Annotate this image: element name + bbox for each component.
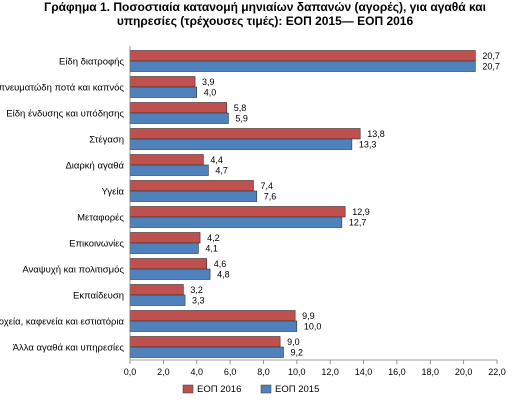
bar-eop-2016: [129, 76, 196, 88]
data-label: 4,0: [204, 88, 217, 98]
bar-eop-2015: [129, 346, 284, 358]
x-tick-label: 4,0: [190, 367, 203, 377]
bar-eop-2015: [129, 268, 211, 280]
bar-eop-2015: [129, 190, 258, 202]
data-label: 9,2: [290, 348, 303, 358]
bar-eop-2016: [129, 50, 476, 62]
x-tick-label: 22,0: [488, 367, 506, 377]
category-label: Ξενοδοχεία, καφενεία και εστιατόρια: [0, 317, 125, 328]
bar-eop-2015: [129, 138, 353, 150]
chart-title-line-1: Γράφημα 1. Ποσοστιαία κατανομή μηνιαίων …: [44, 0, 486, 14]
x-tick-label: 10,0: [288, 367, 306, 377]
data-label: 20,7: [482, 62, 500, 72]
x-tick-label: 0,0: [124, 367, 137, 377]
data-label: 4,7: [215, 166, 228, 176]
bar-eop-2015: [129, 112, 229, 124]
legend-swatch-eop-2016: [182, 384, 194, 394]
data-label: 4,2: [207, 233, 220, 243]
x-tick-label: 6,0: [224, 367, 237, 377]
data-label: 3,2: [190, 285, 203, 295]
bar-eop-2015: [129, 216, 343, 228]
bar-eop-2016: [129, 206, 346, 218]
bar-eop-2016: [129, 336, 281, 348]
bar-eop-2015: [129, 242, 199, 254]
category-label: Εκπαίδευση: [73, 291, 124, 302]
category-label: Διαρκή αγαθά: [65, 161, 124, 172]
bar-eop-2015: [129, 60, 476, 72]
data-label: 12,9: [352, 207, 370, 217]
data-label: 9,9: [302, 311, 315, 321]
bar-eop-2016: [129, 310, 296, 322]
data-label: 9,0: [287, 337, 300, 347]
bar-eop-2016: [129, 128, 361, 140]
category-label: Άλλα αγαθά και υπηρεσίες: [13, 343, 125, 354]
data-label: 4,8: [217, 270, 230, 280]
legend: ΕΟΠ 2016 ΕΟΠ 2015: [182, 384, 319, 395]
data-label: 3,3: [192, 296, 205, 306]
category-label: Μεταφορές: [77, 213, 124, 224]
category-label: Είδη ένδυσης και υπόδησης: [6, 109, 124, 120]
x-tick-label: 12,0: [321, 367, 339, 377]
bar-eop-2016: [129, 284, 184, 296]
data-label: 3,9: [202, 77, 215, 87]
bar-eop-2016: [129, 180, 254, 192]
data-label: 13,3: [359, 140, 377, 150]
category-label: Αναψυχή και πολιτισμός: [22, 265, 124, 276]
chart-title: Γράφημα 1. Ποσοστιαία κατανομή μηνιαίων …: [0, 0, 530, 28]
data-label: 5,9: [235, 114, 248, 124]
data-label: 4,6: [214, 259, 227, 269]
category-label: Είδη διατροφής: [59, 57, 124, 68]
x-tick-label: 16,0: [388, 367, 406, 377]
bar-eop-2016: [129, 154, 204, 166]
bar-eop-2015: [129, 86, 198, 98]
legend-label: ΕΟΠ 2015: [275, 384, 319, 395]
data-label: 5,8: [234, 103, 247, 113]
bars: [129, 50, 476, 358]
data-label: 13,8: [367, 129, 385, 139]
category-label: Οινοπνευματώδη ποτά και καπνός: [0, 83, 124, 94]
category-labels: Είδη διατροφής Οινοπνευματώδη ποτά και κα…: [0, 57, 125, 354]
bar-eop-2016: [129, 232, 201, 244]
data-label: 7,6: [264, 192, 277, 202]
x-tick-label: 14,0: [355, 367, 373, 377]
data-label: 7,4: [260, 181, 273, 191]
bar-eop-2015: [129, 164, 209, 176]
data-label: 4,4: [210, 155, 223, 165]
legend-swatch-eop-2015: [260, 384, 272, 394]
category-label: Επικοινωνίες: [69, 239, 124, 250]
x-tick-label: 20,0: [455, 367, 473, 377]
data-label: 10,0: [304, 322, 322, 332]
x-tick-label: 18,0: [422, 367, 440, 377]
data-label: 12,7: [349, 218, 367, 228]
chart-title-line-2: υπηρεσίες (τρέχουσες τιμές): ΕΟΠ 2015— Ε…: [116, 14, 414, 28]
bar-eop-2015: [129, 320, 298, 332]
data-labels: 20,7 3,9 5,8 13,8 4,4 7,4 12,9 4,2 4,6 3,2 9,9 9,0 2…: [190, 51, 499, 358]
bar-eop-2016: [129, 102, 228, 114]
category-label: Υγεία: [102, 187, 125, 198]
x-tick-label: 8,0: [257, 367, 270, 377]
bar-eop-2016: [129, 258, 208, 270]
legend-label: ΕΟΠ 2016: [197, 384, 241, 395]
data-label: 4,1: [205, 244, 218, 254]
category-label: Στέγαση: [89, 135, 124, 146]
bar-eop-2015: [129, 294, 186, 306]
x-tick-label: 2,0: [157, 367, 170, 377]
data-label: 20,7: [482, 51, 500, 61]
x-axis: 0,0 2,0 4,0 6,0 8,0 10,0 12,0 14,0 16,0 18,0 20,0 2…: [124, 46, 506, 377]
